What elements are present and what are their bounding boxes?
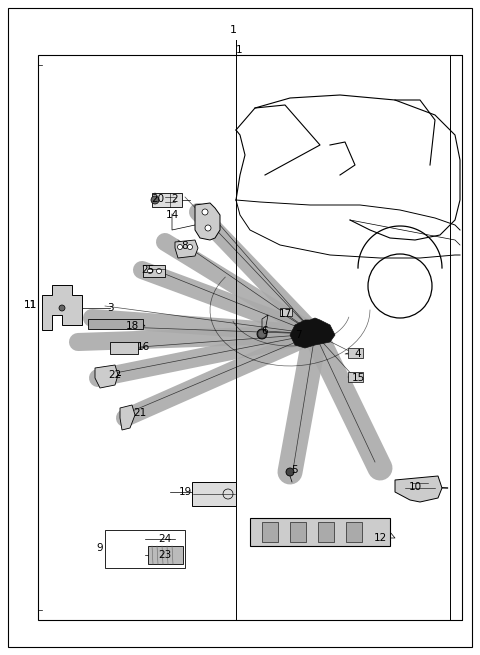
Circle shape	[151, 196, 159, 204]
Text: 4: 4	[355, 349, 361, 359]
Circle shape	[178, 244, 182, 250]
Text: 1: 1	[236, 45, 242, 55]
Bar	[348, 372, 363, 382]
Circle shape	[188, 244, 192, 250]
Bar	[250, 518, 390, 546]
Circle shape	[147, 269, 153, 274]
Text: 3: 3	[107, 303, 113, 313]
Text: 20: 20	[151, 194, 165, 204]
Circle shape	[286, 468, 294, 476]
Text: 18: 18	[125, 321, 139, 331]
Bar	[348, 348, 363, 358]
Text: 19: 19	[179, 487, 192, 497]
Bar	[280, 308, 292, 316]
Circle shape	[259, 331, 265, 337]
Polygon shape	[395, 476, 442, 502]
Text: 10: 10	[408, 482, 421, 492]
Text: 2: 2	[172, 194, 178, 204]
Text: 22: 22	[108, 370, 121, 380]
Text: 8: 8	[182, 241, 188, 251]
Polygon shape	[175, 240, 198, 258]
Text: 24: 24	[158, 534, 172, 544]
Circle shape	[59, 305, 65, 311]
Circle shape	[156, 269, 161, 274]
Bar	[105, 530, 185, 568]
Text: 11: 11	[24, 300, 36, 310]
Circle shape	[205, 225, 211, 231]
Text: 17: 17	[278, 309, 292, 319]
Text: 6: 6	[262, 326, 268, 336]
Text: 15: 15	[351, 373, 365, 383]
Bar	[110, 342, 138, 354]
Bar	[148, 546, 183, 564]
Polygon shape	[42, 285, 82, 330]
Text: 1: 1	[229, 25, 237, 35]
Circle shape	[257, 329, 267, 339]
Bar	[262, 522, 278, 542]
Bar	[143, 265, 165, 277]
Bar	[38, 55, 462, 620]
Polygon shape	[290, 318, 335, 348]
Text: 5: 5	[292, 465, 298, 475]
Text: 9: 9	[96, 543, 103, 553]
Bar	[152, 193, 182, 207]
Circle shape	[202, 209, 208, 215]
Bar	[450, 55, 462, 620]
Text: 14: 14	[166, 210, 179, 220]
Polygon shape	[120, 405, 135, 430]
Text: 11: 11	[24, 300, 36, 310]
Text: 25: 25	[142, 265, 155, 275]
Text: 23: 23	[158, 550, 172, 560]
Bar	[88, 319, 143, 329]
Polygon shape	[195, 203, 220, 240]
Bar	[318, 522, 334, 542]
FancyBboxPatch shape	[192, 482, 236, 506]
Polygon shape	[95, 365, 118, 388]
Bar	[346, 522, 362, 542]
Text: 12: 12	[373, 533, 386, 543]
Text: 21: 21	[133, 408, 146, 418]
Bar	[290, 522, 306, 542]
Text: 7: 7	[295, 330, 301, 340]
Text: 16: 16	[136, 342, 150, 352]
